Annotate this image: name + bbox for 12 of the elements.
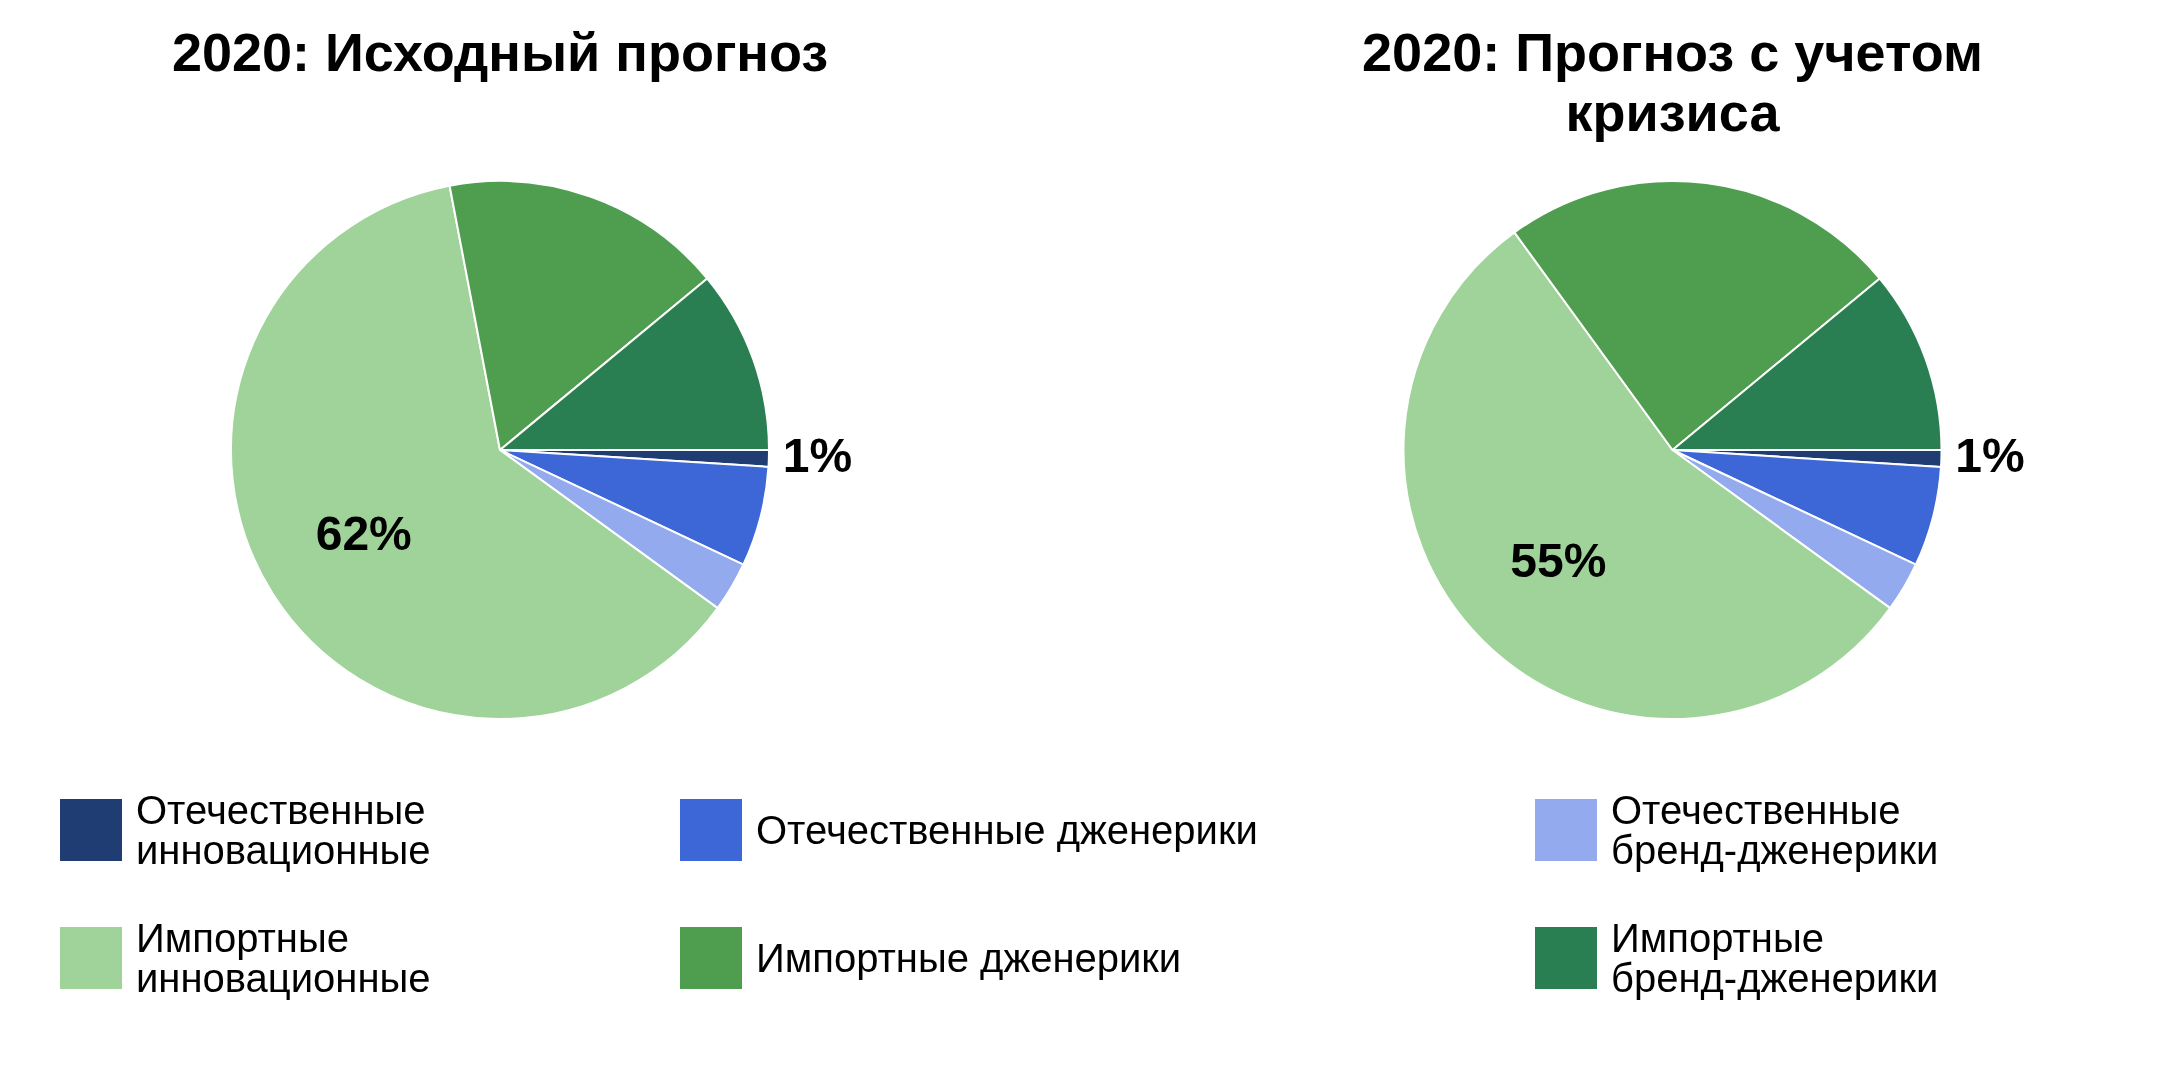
legend-label: Импортные дженерики bbox=[756, 936, 1182, 980]
chart-title: 2020: Прогноз с учетом кризиса bbox=[1361, 21, 1984, 144]
data-label: 62% bbox=[315, 506, 412, 560]
legend-label: Отечественные инновационные bbox=[136, 788, 432, 872]
legend-label: Отечественные дженерики bbox=[756, 808, 1258, 852]
legend-label: Отечественные бренд-дженерики bbox=[1611, 788, 1940, 872]
data-label: 1% bbox=[1955, 429, 2025, 483]
data-label: 1% bbox=[782, 429, 853, 483]
legend-label: Импортные инновационные bbox=[136, 916, 432, 1000]
chart-title: 2020: Исходный прогноз bbox=[170, 21, 830, 84]
data-label: 55% bbox=[1510, 534, 1607, 588]
legend-label: Импортные бренд-дженерики bbox=[1611, 916, 1940, 1000]
